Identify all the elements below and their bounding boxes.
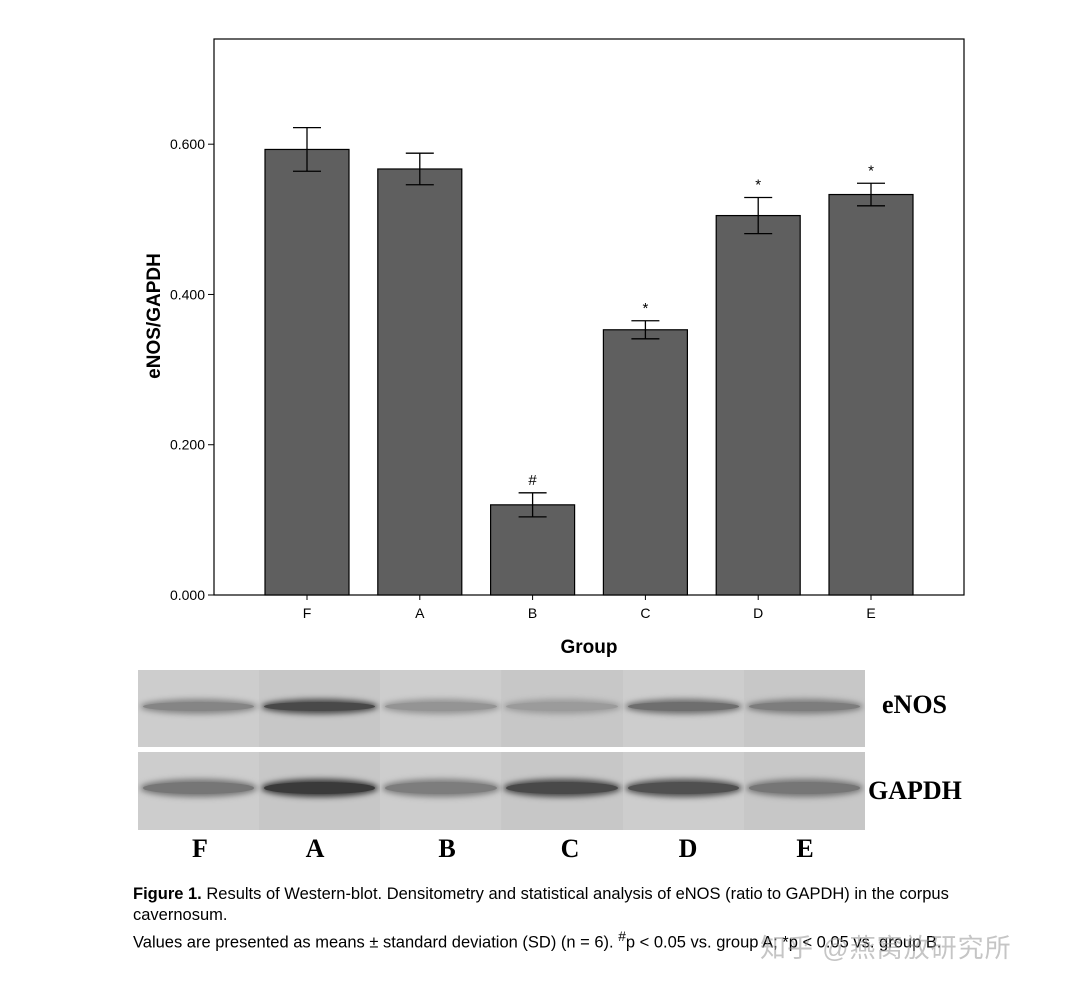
blot-lane-label-E: E [796, 834, 814, 863]
blot-band [264, 702, 376, 711]
blot-lane-B [380, 752, 502, 830]
blot-band [627, 782, 739, 794]
bar-chart: 0.000 0.200 0.400 0.600 F A # B * C * D * E eNOS/GAP… [144, 38, 965, 658]
figure-caption: Figure 1. Results of Western-blot. Densi… [133, 884, 993, 954]
blot-band [385, 782, 497, 794]
blot-lane-D [622, 670, 744, 747]
caption-line-1: Results of Western-blot. Densitometry an… [133, 885, 949, 924]
bar-F [264, 148, 350, 596]
y-tick-label: 0.000 [170, 587, 205, 603]
blot-lane-D [622, 752, 744, 830]
blot-band [506, 782, 618, 794]
watermark-text: 知乎 @燕窝放研究所 [760, 933, 1012, 963]
enos-blot-row [138, 670, 865, 747]
blot-lane-E [743, 752, 865, 830]
blot-band [748, 702, 861, 711]
blot-lane-label-C: C [560, 834, 580, 863]
x-tick-label-C: C [640, 605, 650, 621]
significance-mark: * [868, 162, 874, 179]
caption-sup: # [618, 929, 626, 944]
blot-band [142, 782, 255, 794]
x-tick-label-A: A [415, 605, 425, 621]
significance-mark: * [755, 177, 761, 194]
bar-E [828, 193, 914, 596]
x-tick-label-B: B [528, 605, 537, 621]
x-tick-label-E: E [866, 605, 875, 621]
gapdh-blot-row [138, 752, 865, 830]
x-axis-label: Group [561, 637, 618, 658]
x-tick-label-D: D [753, 605, 763, 621]
significance-mark: * [642, 300, 648, 317]
significance-mark: # [528, 472, 537, 489]
blot-lane-C [501, 752, 623, 830]
bar-A [377, 168, 463, 596]
blot-band [142, 702, 255, 711]
blot-lane-C [501, 670, 623, 747]
caption-line-2-post: p < 0.05 vs. group A; *p < 0.05 vs. grou… [625, 933, 942, 952]
blot-lane-F [138, 752, 260, 830]
y-tick-label: 0.600 [170, 136, 205, 152]
blot-lane-E [743, 670, 865, 747]
blot-label-enos: eNOS [882, 690, 947, 719]
x-tick-label-F: F [303, 605, 312, 621]
blot-band [385, 702, 497, 711]
bar-C [602, 329, 689, 596]
blot-band [264, 782, 376, 794]
y-tick-label: 0.200 [170, 437, 205, 453]
blot-lane-label-D: D [678, 834, 698, 863]
y-tick-label: 0.400 [170, 286, 205, 302]
blot-band [748, 782, 861, 794]
caption-line-2-pre: Values are presented as means ± standard… [133, 933, 619, 952]
bar-D [715, 214, 801, 596]
blot-lane-F [138, 670, 260, 747]
blot-band [627, 702, 739, 711]
blot-lane-A [259, 752, 381, 830]
blot-label-gapdh: GAPDH [868, 776, 962, 805]
blot-lane-B [380, 670, 502, 747]
blot-lane-A [259, 670, 381, 747]
y-axis-label: eNOS/GAPDH [144, 253, 165, 379]
figure-label: Figure 1. [133, 885, 202, 903]
bar-B [490, 504, 576, 596]
blot-lane-label-A: A [305, 834, 325, 863]
blot-lane-label-B: B [438, 834, 456, 863]
blot-band [506, 702, 618, 711]
blot-lane-label-F: F [192, 834, 208, 863]
